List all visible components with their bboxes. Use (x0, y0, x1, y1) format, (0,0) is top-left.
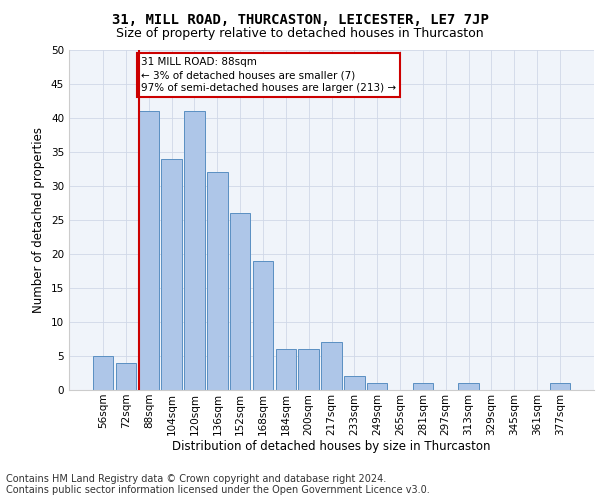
Bar (253, 261, 273, 390)
Text: Contains public sector information licensed under the Open Government Licence v3: Contains public sector information licen… (6, 485, 430, 495)
Bar (184, 111, 205, 390)
Text: 31 MILL ROAD: 88sqm
← 3% of detached houses are smaller (7)
97% of semi-detached: 31 MILL ROAD: 88sqm ← 3% of detached hou… (141, 57, 396, 93)
Bar (550, 383, 570, 390)
Bar (139, 111, 159, 390)
Bar (413, 383, 433, 390)
Text: 31, MILL ROAD, THURCASTON, LEICESTER, LE7 7JP: 31, MILL ROAD, THURCASTON, LEICESTER, LE… (112, 12, 488, 26)
Bar (230, 213, 250, 390)
X-axis label: Distribution of detached houses by size in Thurcaston: Distribution of detached houses by size … (172, 440, 491, 454)
Bar (161, 159, 182, 390)
Text: Contains HM Land Registry data © Crown copyright and database right 2024.: Contains HM Land Registry data © Crown c… (6, 474, 386, 484)
Bar (298, 349, 319, 390)
Bar (275, 349, 296, 390)
Bar (458, 383, 479, 390)
Bar (367, 383, 388, 390)
Bar (93, 356, 113, 390)
Bar (207, 172, 227, 390)
Bar (116, 363, 136, 390)
Text: Size of property relative to detached houses in Thurcaston: Size of property relative to detached ho… (116, 28, 484, 40)
Y-axis label: Number of detached properties: Number of detached properties (32, 127, 46, 313)
Bar (344, 376, 365, 390)
Bar (321, 342, 342, 390)
